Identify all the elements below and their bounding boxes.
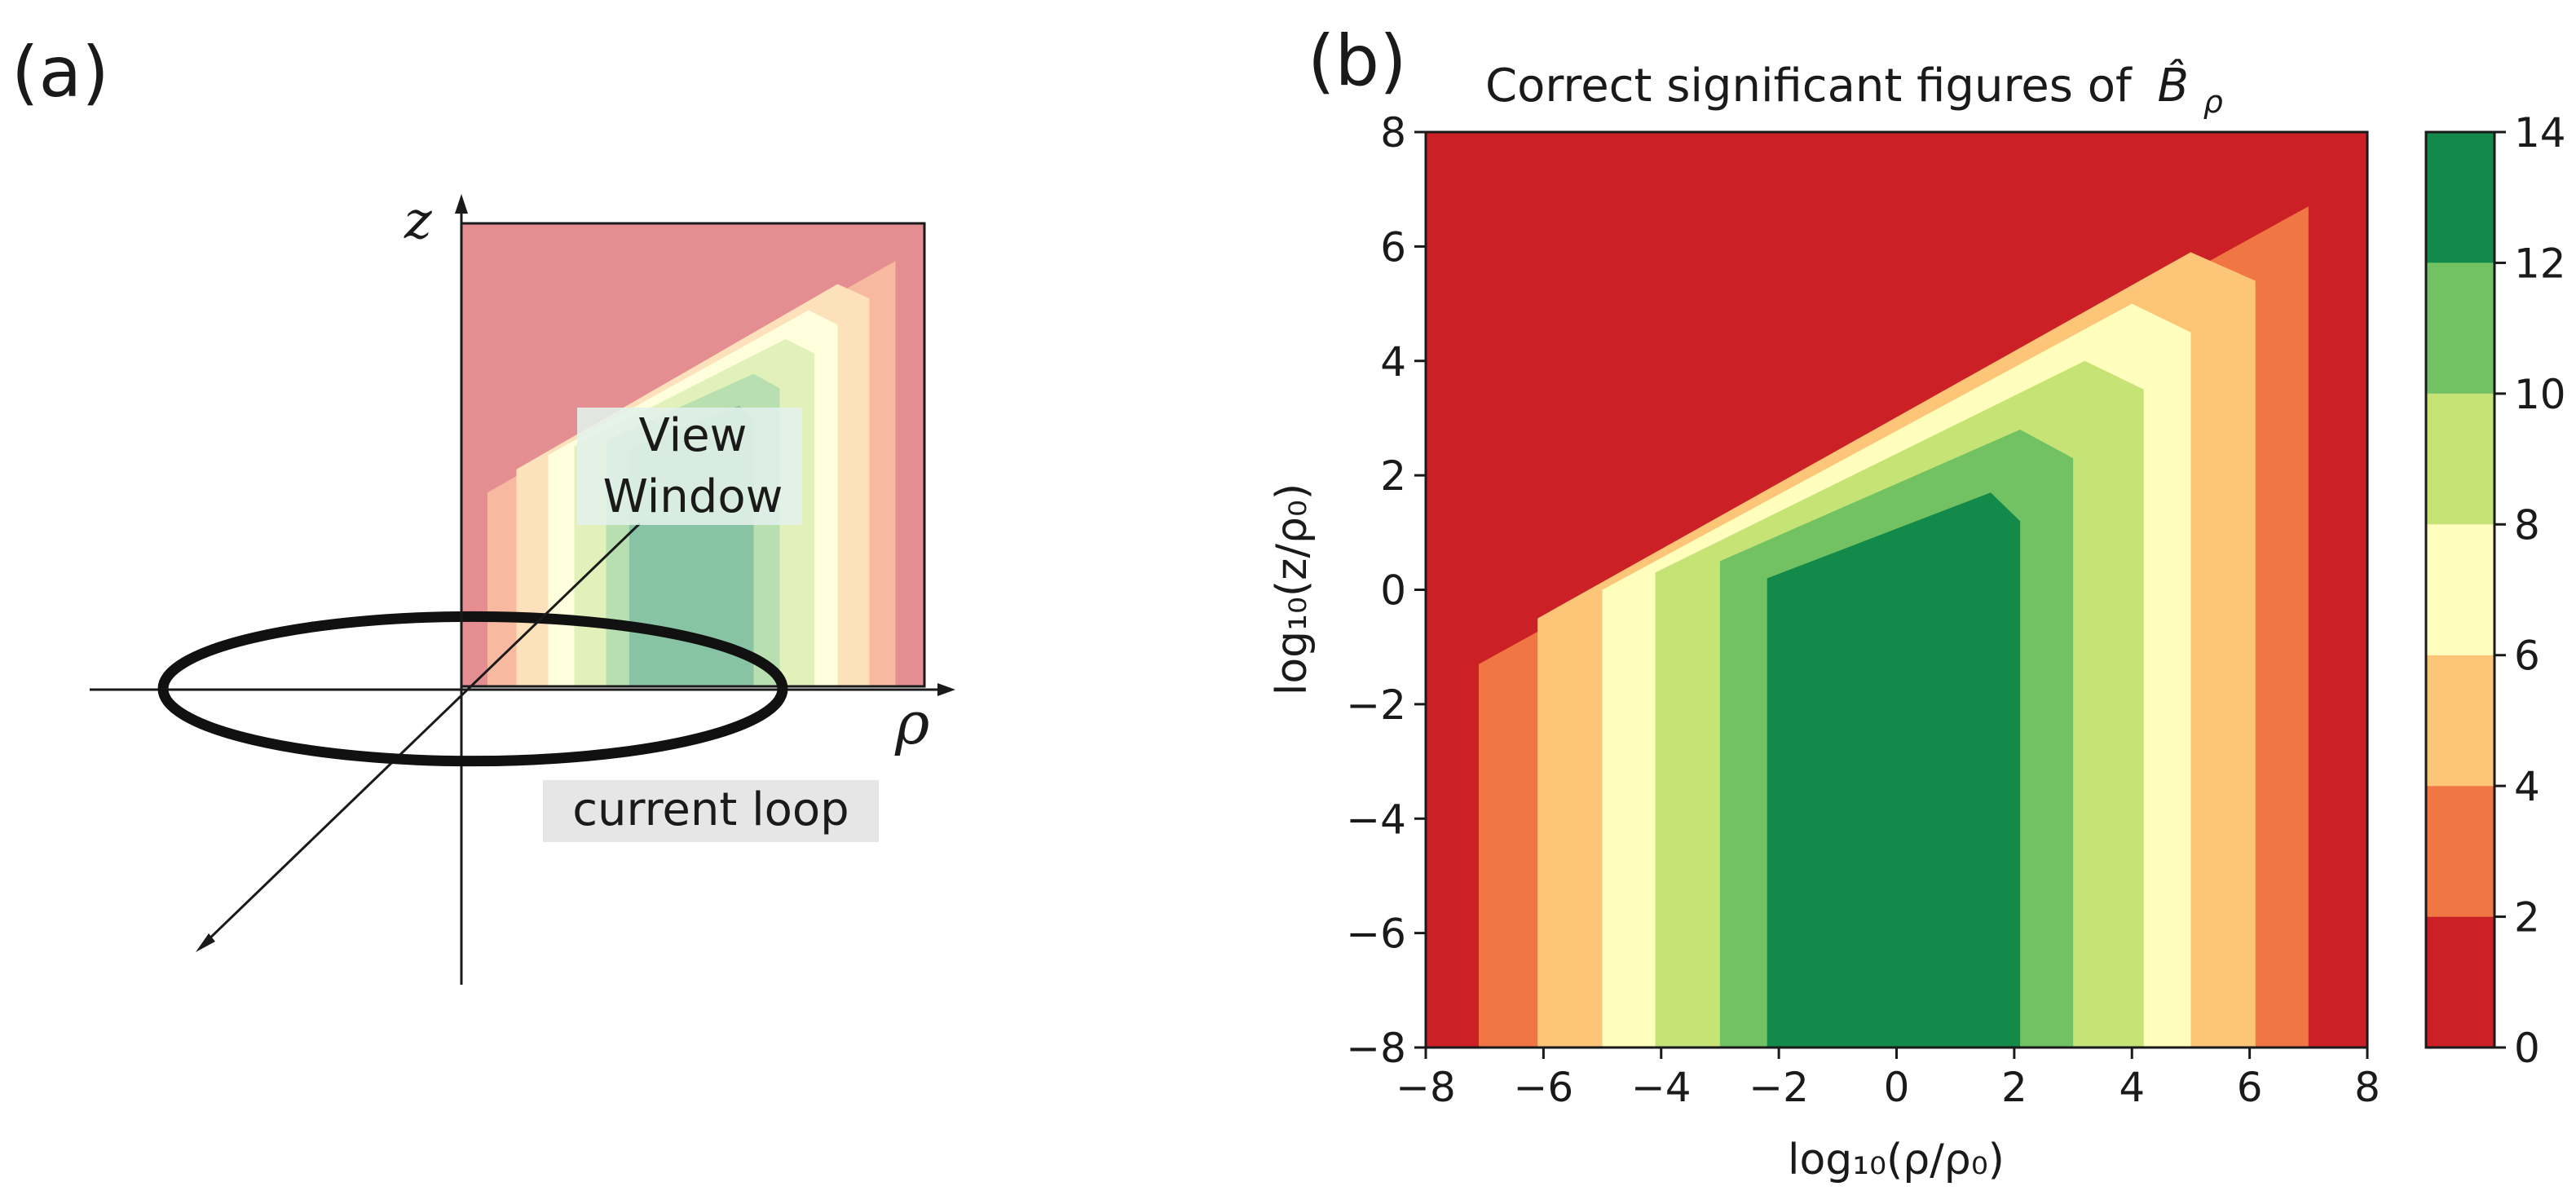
current-loop-front — [157, 688, 788, 767]
view-window-label-box — [577, 408, 802, 525]
x-tick-label: 6 — [2237, 1064, 2263, 1111]
colorbar-ticks: 0 2 4 6 8 10 12 14 — [2494, 109, 2566, 1072]
x-tick-label: −6 — [1514, 1064, 1574, 1111]
colorbar-segment — [2426, 655, 2494, 787]
heatmap-plot-area — [1426, 132, 2367, 1047]
colorbar-frame — [2424, 130, 2496, 1049]
colorbar-tick-label: 10 — [2514, 371, 2566, 418]
chart-title-symbol: B̂ — [2157, 60, 2188, 112]
heatmap-region-level-6 — [1767, 492, 2021, 1047]
colorbar-segment — [2426, 524, 2494, 655]
z-axis-label: z — [404, 191, 433, 251]
x-tick-label: −2 — [1749, 1064, 1809, 1111]
current-loop-label: current loop — [572, 783, 849, 836]
colorbar-tick-label: 2 — [2514, 894, 2540, 942]
current-loop-back — [157, 611, 788, 690]
rho-axis-label: ρ — [894, 689, 929, 757]
rho-arrowhead-icon — [937, 683, 955, 696]
colorbar-tick-label: 8 — [2514, 501, 2540, 549]
colorbar-segment — [2426, 786, 2494, 917]
z-arrowhead-icon — [455, 194, 468, 214]
x-tick-label: −4 — [1631, 1064, 1692, 1111]
view-window-label-line2: Window — [603, 470, 783, 523]
colorbar-segment — [2426, 393, 2494, 525]
y-axis-ticks: −8 −6 −4 −2 0 2 4 6 8 — [1346, 109, 1426, 1072]
x-tick-label: 4 — [2119, 1064, 2145, 1111]
y-axis-label: log₁₀(z/ρ₀) — [1268, 483, 1317, 695]
x-tick-label: −8 — [1396, 1064, 1456, 1111]
panel-b-label: (b) — [1308, 20, 1407, 102]
view-window-label-line1: View — [639, 409, 748, 462]
colorbar — [2426, 132, 2494, 1047]
y-tick-label: −2 — [1346, 681, 1406, 729]
y-tick-label: 4 — [1380, 338, 1406, 386]
panel-a-label: (a) — [11, 32, 109, 113]
x-tick-label: 2 — [2001, 1064, 2027, 1111]
x-tick-label: 8 — [2354, 1064, 2380, 1111]
y-tick-label: 8 — [1380, 109, 1406, 157]
x-axis-ticks: −8 −6 −4 −2 0 2 4 6 8 — [1396, 1047, 2380, 1111]
y-tick-label: 2 — [1380, 452, 1406, 500]
y-tick-label: 0 — [1380, 567, 1406, 615]
current-loop-label-box — [543, 780, 879, 842]
colorbar-tick-label: 14 — [2514, 109, 2566, 157]
colorbar-segment — [2426, 132, 2494, 263]
y-tick-label: 6 — [1380, 223, 1406, 271]
depth-axis-line — [201, 522, 642, 947]
colorbar-tick-label: 6 — [2514, 633, 2540, 680]
y-tick-label: −4 — [1346, 796, 1406, 843]
colorbar-tick-label: 12 — [2514, 240, 2566, 287]
colorbar-segment — [2426, 916, 2494, 1047]
chart-title-subscript: ρ — [2203, 84, 2223, 120]
axes-3d — [90, 194, 955, 985]
y-tick-label: −8 — [1346, 1025, 1406, 1072]
x-axis-label: log₁₀(ρ/ρ₀) — [1788, 1136, 2005, 1184]
colorbar-tick-label: 0 — [2514, 1025, 2540, 1072]
depth-arrowhead-icon — [196, 933, 215, 952]
colorbar-segment — [2426, 262, 2494, 394]
y-tick-label: −6 — [1346, 911, 1406, 958]
chart-title-text: Correct significant figures of — [1485, 60, 2133, 112]
colorbar-tick-label: 4 — [2514, 763, 2540, 810]
chart-title: Correct significant figures of B̂ ρ — [1485, 60, 2223, 120]
x-tick-label: 0 — [1884, 1064, 1910, 1111]
